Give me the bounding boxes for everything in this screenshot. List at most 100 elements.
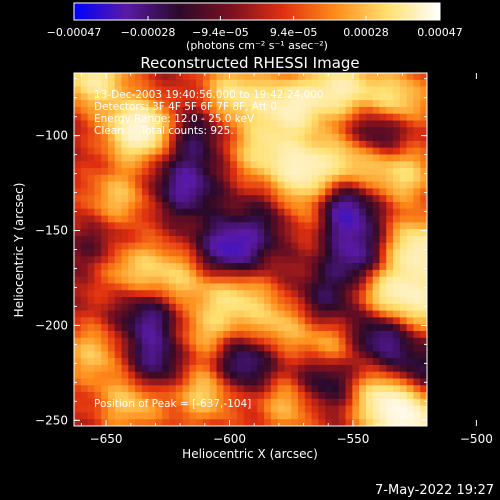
- heatmap-cell: [399, 290, 408, 298]
- heatmap-cell: [338, 378, 347, 386]
- heatmap-cell: [270, 371, 279, 380]
- heatmap-cell: [325, 412, 333, 420]
- heatmap-cell: [121, 303, 129, 312]
- heatmap-cell: [277, 120, 286, 128]
- heatmap-cell: [135, 371, 143, 380]
- heatmap-cell: [304, 351, 313, 359]
- heatmap-cell: [257, 378, 265, 386]
- heatmap-cell: [393, 392, 401, 400]
- heatmap-cell: [372, 290, 381, 298]
- heatmap-cell: [406, 290, 415, 298]
- heatmap-cell: [162, 113, 170, 122]
- heatmap-cell: [216, 161, 224, 169]
- heatmap-cell: [189, 337, 197, 346]
- heatmap-cell: [236, 371, 245, 380]
- heatmap-cell: [236, 120, 245, 128]
- heatmap-cell: [291, 208, 299, 217]
- heatmap-cell: [399, 229, 408, 237]
- heatmap-cell: [243, 317, 252, 325]
- heatmap-cell: [359, 120, 367, 128]
- heatmap-cell: [331, 371, 340, 380]
- heatmap-cell: [352, 140, 360, 149]
- heatmap-cell: [74, 351, 82, 359]
- heatmap-cell: [87, 324, 95, 332]
- heatmap-cell: [311, 208, 319, 217]
- heatmap-cell: [209, 154, 218, 162]
- heatmap-cell: [148, 378, 157, 386]
- heatmap-cell: [148, 324, 157, 332]
- heatmap-cell: [304, 168, 313, 176]
- heatmap-cell: [162, 378, 170, 386]
- heatmap-cell: [182, 263, 191, 271]
- heatmap-cell: [114, 229, 123, 237]
- heatmap-cell: [250, 276, 258, 285]
- heatmap-cell: [365, 364, 374, 373]
- heatmap-cell: [345, 86, 353, 94]
- heatmap-cell: [250, 100, 258, 108]
- heatmap-cell: [352, 249, 360, 257]
- heatmap-cell: [264, 310, 272, 318]
- heatmap-cell: [80, 140, 89, 149]
- heatmap-cell: [399, 86, 408, 94]
- heatmap-cell: [270, 201, 279, 210]
- heatmap-cell: [270, 385, 279, 393]
- heatmap-cell: [399, 154, 408, 162]
- heatmap-cell: [121, 188, 129, 196]
- heatmap-cell: [107, 398, 116, 407]
- heatmap-cell: [80, 398, 89, 407]
- heatmap-cell: [135, 297, 143, 305]
- heatmap-cell: [352, 188, 360, 196]
- heatmap-cell: [189, 201, 197, 210]
- heatmap-cell: [365, 79, 374, 88]
- heatmap-cell: [291, 330, 299, 339]
- heatmap-cell: [87, 154, 95, 162]
- heatmap-cell: [74, 419, 82, 426]
- heatmap-cell: [291, 276, 299, 285]
- heatmap-cell: [114, 208, 123, 217]
- heatmap-cell: [264, 405, 272, 414]
- heatmap-cell: [291, 364, 299, 373]
- heatmap-cell: [196, 195, 204, 203]
- heatmap-cell: [399, 283, 408, 291]
- heatmap-cell: [101, 398, 109, 407]
- heatmap-cell: [284, 106, 292, 115]
- heatmap-cell: [284, 140, 292, 149]
- heatmap-cell: [80, 120, 89, 128]
- heatmap-cell: [162, 412, 170, 420]
- heatmap-cell: [141, 174, 150, 183]
- heatmap-cell: [148, 303, 157, 312]
- heatmap-cell: [243, 344, 252, 352]
- heatmap-cell: [209, 208, 218, 217]
- heatmap-cell: [386, 378, 394, 386]
- heatmap-cell: [107, 330, 116, 339]
- heatmap-cell: [352, 73, 360, 81]
- heatmap-cell: [325, 337, 333, 346]
- heatmap-cell: [223, 229, 231, 237]
- heatmap-cell: [216, 113, 224, 122]
- heatmap-cell: [250, 317, 258, 325]
- heatmap-cell: [413, 290, 421, 298]
- heatmap-cell: [270, 303, 279, 312]
- heatmap-cell: [196, 351, 204, 359]
- heatmap-cell: [162, 174, 170, 183]
- heatmap-cell: [291, 195, 299, 203]
- heatmap-cell: [352, 161, 360, 169]
- heatmap-cell: [264, 303, 272, 312]
- heatmap-cell: [196, 269, 204, 278]
- heatmap-cell: [121, 263, 129, 271]
- heatmap-cell: [331, 303, 340, 312]
- heatmap-cell: [74, 276, 82, 285]
- heatmap-cell: [406, 330, 415, 339]
- heatmap-cell: [284, 283, 292, 291]
- heatmap-cell: [257, 120, 265, 128]
- heatmap-cell: [331, 269, 340, 278]
- heatmap-cell: [202, 86, 211, 94]
- heatmap-cell: [101, 351, 109, 359]
- heatmap-cell: [155, 290, 163, 298]
- heatmap-cell: [141, 154, 150, 162]
- heatmap-cell: [196, 385, 204, 393]
- heatmap-cell: [399, 269, 408, 278]
- heatmap-cell: [141, 215, 150, 223]
- heatmap-cell: [189, 317, 197, 325]
- heatmap-cell: [264, 215, 272, 223]
